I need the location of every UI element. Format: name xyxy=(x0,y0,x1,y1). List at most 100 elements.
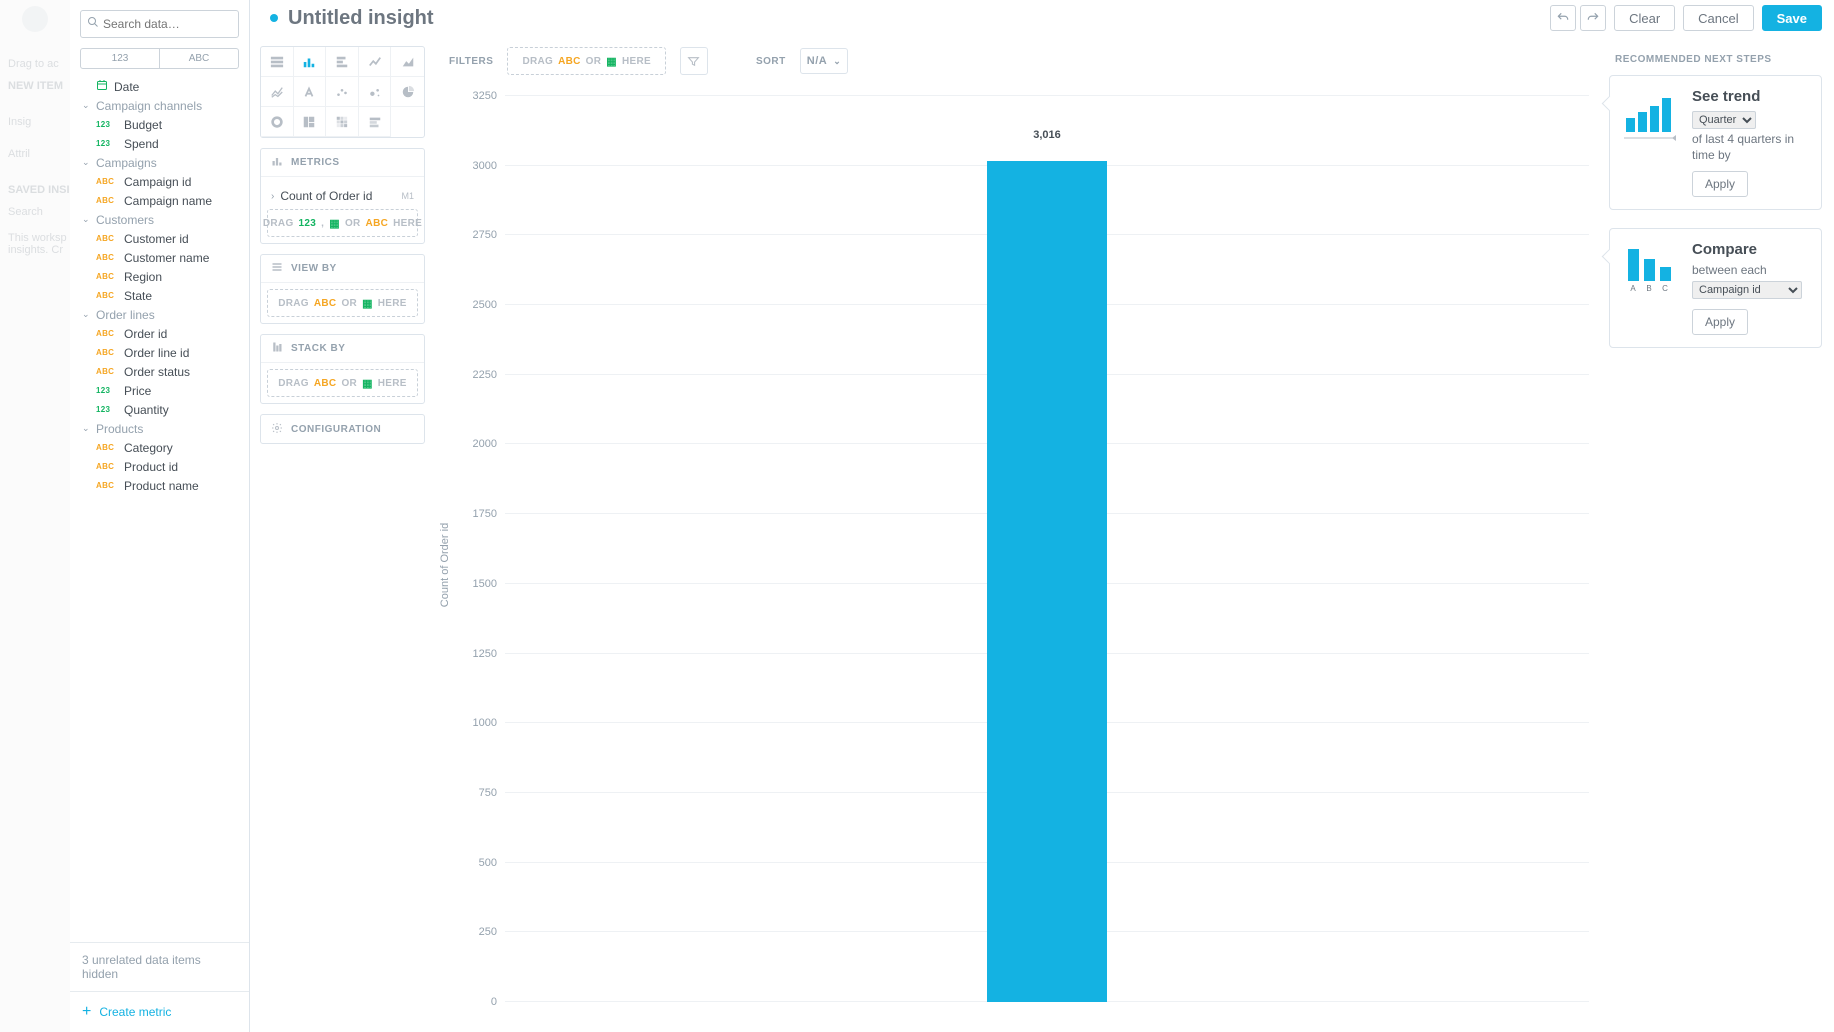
vis-line-icon[interactable] xyxy=(359,47,392,77)
vis-column-icon[interactable] xyxy=(294,47,327,77)
vis-stacked-area-icon[interactable] xyxy=(261,77,294,107)
tree-item[interactable]: 123Price xyxy=(70,381,249,400)
viewby-header: VIEW BY xyxy=(291,263,337,274)
text-type-icon: ABC xyxy=(96,481,118,490)
vis-bar-icon[interactable] xyxy=(326,47,359,77)
viewby-dropzone[interactable]: DRAG ABC OR ▦ HERE xyxy=(267,289,418,317)
hidden-items-note: 3 unrelated data items hidden xyxy=(70,943,249,992)
vis-bubble-icon[interactable] xyxy=(359,77,392,107)
number-type-icon: 123 xyxy=(96,120,118,129)
metrics-dropzone[interactable]: DRAG 123, ▦ OR ABC HERE xyxy=(267,209,418,237)
type-toggle[interactable]: 123 ABC xyxy=(80,48,239,69)
stackby-dropzone[interactable]: DRAG ABC OR ▦ HERE xyxy=(267,369,418,397)
sort-select[interactable]: N/A ⌄ xyxy=(800,48,849,74)
data-search[interactable] xyxy=(80,10,239,38)
tree-item-label: Campaign name xyxy=(124,194,212,208)
filters-dropzone[interactable]: DRAG ABC OR ▦ HERE xyxy=(507,47,666,75)
vis-scatter-icon[interactable] xyxy=(326,77,359,107)
reco-apply-button[interactable]: Apply xyxy=(1692,171,1748,197)
tree-item-label: Order id xyxy=(124,327,167,341)
tree-group[interactable]: ⌄Customers xyxy=(70,210,249,229)
cancel-button[interactable]: Cancel xyxy=(1683,5,1753,31)
redo-button[interactable] xyxy=(1580,5,1606,31)
chart-bar[interactable] xyxy=(987,161,1106,1002)
vis-treemap-icon[interactable] xyxy=(294,107,327,137)
calendar-icon: ▦ xyxy=(329,217,340,230)
new-item-label: NEW ITEM xyxy=(0,80,70,92)
metric-item[interactable]: › Count of Order id M1 xyxy=(267,183,418,209)
tree-item-label: State xyxy=(124,289,152,303)
configuration-header: CONFIGURATION xyxy=(291,424,381,435)
toggle-abc[interactable]: ABC xyxy=(160,49,238,68)
metric-badge: M1 xyxy=(401,191,414,201)
data-search-input[interactable] xyxy=(103,17,258,31)
tree-item-label: Order status xyxy=(124,365,190,379)
reco-compare-select[interactable]: Campaign idCampaign nameRegion xyxy=(1692,281,1802,299)
tree-item[interactable]: ABCCategory xyxy=(70,438,249,457)
vis-area-icon[interactable] xyxy=(391,47,424,77)
tree-item[interactable]: ABCOrder id xyxy=(70,324,249,343)
toggle-num[interactable]: 123 xyxy=(81,49,160,68)
reco-trend-select[interactable]: QuarterMonthYear xyxy=(1692,111,1756,129)
tree-item-label: Customer name xyxy=(124,251,209,265)
tree-item[interactable]: 123Budget xyxy=(70,115,249,134)
calendar-icon: ▦ xyxy=(362,377,373,390)
tree-item[interactable]: ABC Product name xyxy=(70,476,249,495)
chart-area: Count of Order id 0250500750100012501500… xyxy=(435,86,1609,1032)
tree-group[interactable]: ⌄Campaigns xyxy=(70,153,249,172)
tree-item[interactable]: ABCProduct id xyxy=(70,457,249,476)
reco-card-trend: See trend QuarterMonthYear of last 4 qua… xyxy=(1609,75,1822,210)
filter-button[interactable] xyxy=(680,47,708,75)
tree-group[interactable]: ⌄Order lines xyxy=(70,305,249,324)
text-type-icon: ABC xyxy=(96,348,118,357)
vis-table-icon[interactable] xyxy=(261,47,294,77)
tree-group-label: Order lines xyxy=(96,308,155,322)
vis-bullet-icon[interactable] xyxy=(359,107,392,137)
vis-donut-icon[interactable] xyxy=(261,107,294,137)
text-type-icon: ABC xyxy=(96,272,118,281)
configuration-section[interactable]: CONFIGURATION xyxy=(260,414,425,444)
tree-group[interactable]: ⌄Campaign channels xyxy=(70,96,249,115)
viewby-section: VIEW BY DRAG ABC OR ▦ HERE xyxy=(260,254,425,324)
gear-icon xyxy=(271,422,283,437)
chevron-right-icon: › xyxy=(271,191,274,202)
tree-item[interactable]: ABCCampaign id xyxy=(70,172,249,191)
tree-item-label: Product name xyxy=(124,479,199,493)
reco-card-title: Compare xyxy=(1692,241,1802,258)
y-tick-label: 1750 xyxy=(473,508,505,520)
vis-heatmap-icon[interactable] xyxy=(326,107,359,137)
tree-item[interactable]: ABCCustomer id xyxy=(70,229,249,248)
tree-group[interactable]: ⌄Products xyxy=(70,419,249,438)
saved-label: SAVED INSIGH xyxy=(0,184,70,196)
tree-item[interactable]: ABCOrder line id xyxy=(70,343,249,362)
reco-apply-button[interactable]: Apply xyxy=(1692,309,1748,335)
tree-item[interactable]: ABCCustomer name xyxy=(70,248,249,267)
tree-item-date[interactable]: Date xyxy=(70,77,249,96)
tree-item[interactable]: ABCState xyxy=(70,286,249,305)
text-type-icon: ABC xyxy=(96,462,118,471)
search-ghost: Search xyxy=(0,206,70,218)
tree-item[interactable]: ABCCampaign name xyxy=(70,191,249,210)
undo-button[interactable] xyxy=(1550,5,1576,31)
bars-icon xyxy=(271,155,283,170)
vis-headline-icon[interactable] xyxy=(294,77,327,107)
tree-item[interactable]: 123Spend xyxy=(70,134,249,153)
text-type-icon: ABC xyxy=(96,177,118,186)
insight-title[interactable]: Untitled insight xyxy=(288,7,434,30)
create-metric-button[interactable]: + Create metric xyxy=(70,992,249,1032)
reco-card-text: between each xyxy=(1692,262,1802,278)
tree-group-label: Customers xyxy=(96,213,154,227)
vis-pie-icon[interactable] xyxy=(391,77,424,107)
tree-item[interactable]: 123Quantity xyxy=(70,400,249,419)
clear-button[interactable]: Clear xyxy=(1614,5,1675,31)
rows-icon xyxy=(271,261,283,276)
canvas-toolbar: FILTERS DRAG ABC OR ▦ HERE SORT N/A ⌄ xyxy=(435,36,1609,86)
save-button[interactable]: Save xyxy=(1762,5,1822,31)
y-tick-label: 3000 xyxy=(473,160,505,172)
tree-item[interactable]: ABCRegion xyxy=(70,267,249,286)
app-nav-collapsed: Drag to ac NEW ITEM Insig Attril SAVED I… xyxy=(0,0,70,1032)
tree-item[interactable]: ABCOrder status xyxy=(70,362,249,381)
workspace-hint: This worksp insights. Cr xyxy=(0,232,70,256)
number-type-icon: 123 xyxy=(96,405,118,414)
y-tick-label: 2000 xyxy=(473,438,505,450)
